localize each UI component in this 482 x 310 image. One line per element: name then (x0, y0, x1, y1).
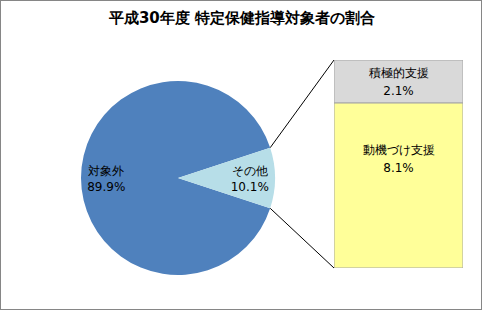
svg-text:その他10.1%: その他10.1% (231, 164, 269, 194)
svg-text:対象外89.9%: 対象外89.9% (87, 164, 125, 194)
html-text:平成30年度 特定保健指導対象者の割合: 平成30年度 特定保健指導対象者の割合 (108, 9, 375, 27)
svg-text:動機づけ支援8.1%: 動機づけ支援8.1% (363, 143, 435, 175)
svg-text:積極的支援2.1%: 積極的支援2.1% (369, 66, 429, 98)
